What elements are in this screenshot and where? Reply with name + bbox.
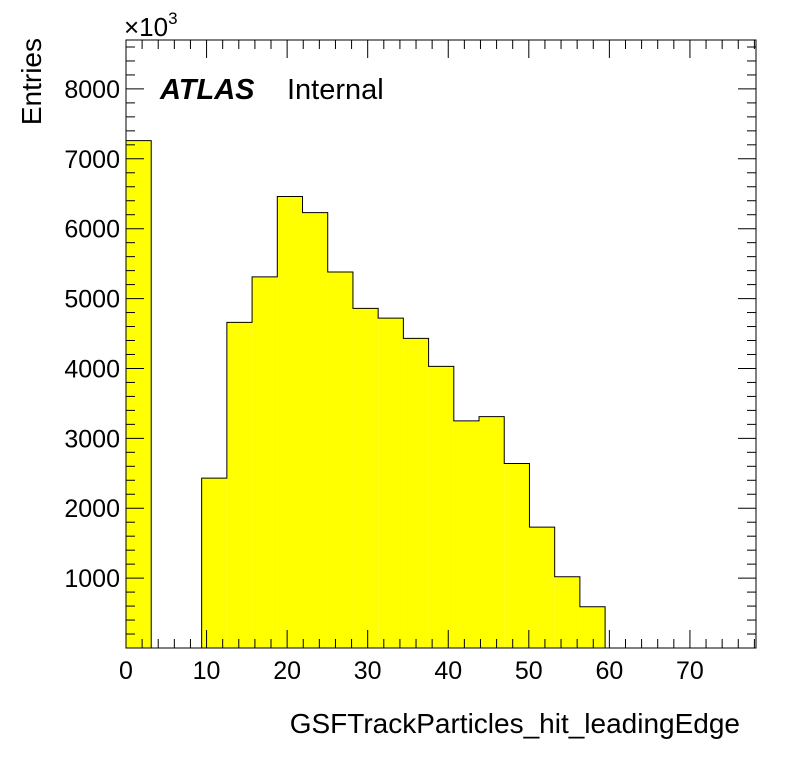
histogram-bar [504,463,530,648]
x-tick-label: 30 [354,657,382,685]
histogram-outline [125,140,757,649]
x-axis-label: GSFTrackParticles_hit_leadingEdge [290,708,740,739]
x-tick-label: 40 [434,657,462,685]
tick-labels: 0 10 20 30 40 50 60 70 1000 2000 3000 4000 5000 6000 7… [64,76,703,685]
axis-ticks [125,40,756,649]
y-axis-label: Entries [16,38,47,125]
histogram-bars [125,140,757,649]
histogram-bar [226,322,253,648]
plot-frame [125,39,757,649]
y-tick-label: 1000 [64,565,120,593]
y-tick-label: 7000 [64,146,120,174]
histogram-bar [126,140,152,649]
x-tick-label: 50 [515,657,543,685]
y-tick-label: 8000 [64,76,120,104]
histogram-bar [554,576,580,648]
histogram-bar [579,606,606,648]
atlas-label: ATLAS [159,74,255,106]
y-multiplier-exponent: 3 [168,9,177,28]
histogram-bar [378,318,404,648]
x-tick-label: 20 [273,657,301,685]
y-tick-label: 4000 [64,355,120,383]
x-tick-label: 60 [595,657,623,685]
y-multiplier-base: ×10 [124,12,168,42]
histogram-bar [479,416,505,648]
y-tick-label: 3000 [64,425,120,453]
x-tick-label: 70 [676,657,704,685]
histogram-bar [201,478,227,648]
y-tick-label: 5000 [64,286,120,314]
histogram-bar [252,276,278,648]
histogram-bar [403,338,429,648]
histogram-bar [277,196,303,648]
y-tick-label: 2000 [64,495,120,523]
y-tick-label: 6000 [64,216,120,244]
histogram-bar [428,366,454,648]
x-tick-label: 10 [193,657,221,685]
y-multiplier: ×103 [124,9,178,42]
histogram-bar [352,308,379,648]
histogram-bar [529,527,555,648]
histogram-bar [302,212,328,648]
internal-label: Internal [287,74,384,106]
x-tick-label: 0 [119,657,133,685]
histogram-bar [453,420,480,648]
histogram-bar [327,272,353,648]
